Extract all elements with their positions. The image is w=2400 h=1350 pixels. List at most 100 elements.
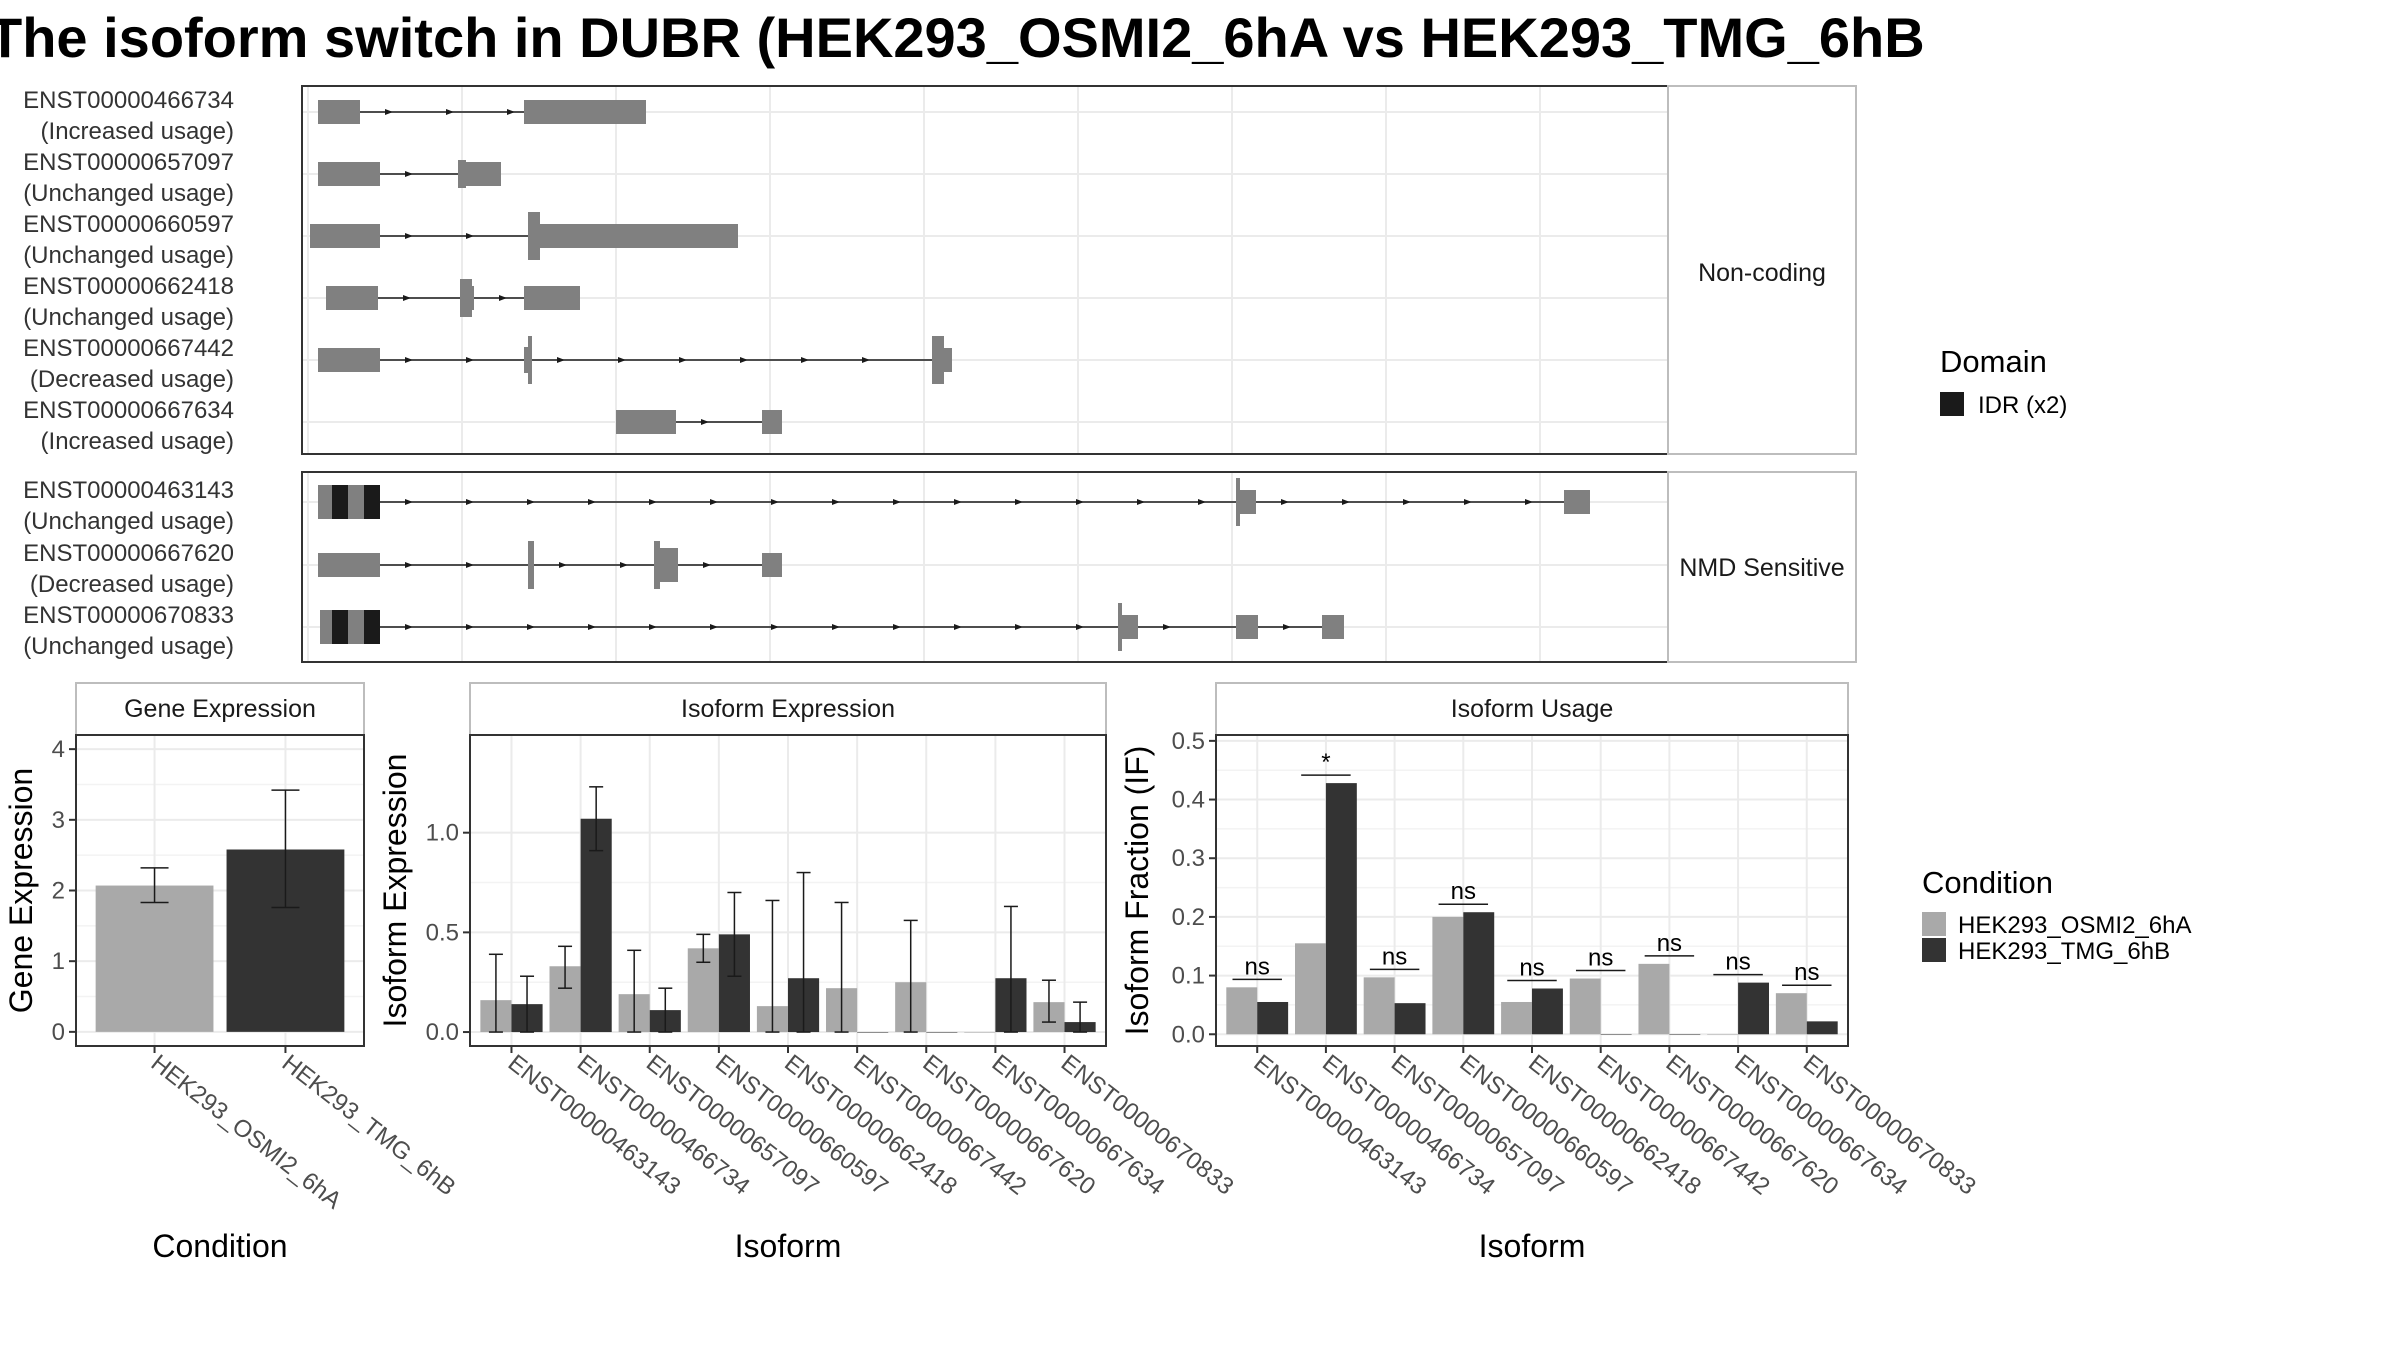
transcript-direction-arrow — [832, 499, 840, 505]
exon-block — [318, 348, 380, 372]
transcript-direction-arrow — [649, 624, 657, 630]
x-axis-title: Isoform — [735, 1228, 842, 1264]
transcript-direction-arrow — [832, 624, 840, 630]
data-bar — [1707, 1034, 1739, 1035]
transcript-direction-arrow — [893, 499, 901, 505]
transcript-direction-arrow — [588, 624, 596, 630]
significance-label: ns — [1588, 945, 1613, 972]
transcript-direction-arrow — [527, 624, 535, 630]
transcript-direction-arrow — [710, 624, 718, 630]
significance-label: ns — [1451, 878, 1476, 905]
transcript-direction-arrow — [679, 357, 687, 363]
transcript-usage-label: (Unchanged usage) — [23, 633, 234, 660]
x-axis-title: Condition — [152, 1228, 287, 1264]
transcript-direction-arrow — [1281, 499, 1289, 505]
transcript-direction-arrow — [1525, 499, 1533, 505]
exon-block — [463, 162, 501, 186]
exon-block — [654, 541, 660, 589]
exon-block — [1236, 615, 1258, 639]
significance-label: ns — [1245, 953, 1270, 980]
transcript-direction-arrow — [801, 357, 809, 363]
transcript-direction-arrow — [405, 624, 413, 630]
data-bar — [1363, 977, 1395, 1035]
exon-block — [528, 336, 532, 384]
isoform-usage-chart: Isoform Usage 0.0 0.1 0.2 0.3 0.4 0.5 ns * ns ns ns… — [1119, 682, 1981, 1264]
transcript-direction-arrow — [1198, 499, 1206, 505]
facet-label-noncoding: Non-coding — [1698, 259, 1826, 287]
exon-block — [538, 224, 738, 248]
idr-domain-block — [364, 485, 380, 519]
transcript-usage-label: (Unchanged usage) — [23, 180, 234, 207]
data-bar — [95, 885, 214, 1032]
idr-domain-block — [332, 485, 348, 519]
exon-block — [310, 224, 380, 248]
y-tick-label: 0.0 — [1172, 1021, 1205, 1048]
y-tick-label: 2 — [52, 878, 65, 905]
exon-block — [318, 162, 380, 186]
transcript-direction-arrow — [1137, 499, 1145, 505]
exon-block — [528, 212, 540, 260]
data-bar — [1257, 1001, 1289, 1035]
exon-block — [1118, 603, 1122, 651]
exon-block — [528, 541, 534, 589]
data-bar — [1432, 916, 1464, 1035]
transcript-direction-arrow — [466, 357, 474, 363]
condition-legend-label-a: HEK293_OSMI2_6hA — [1958, 912, 2191, 939]
data-bar — [1394, 1003, 1426, 1035]
facet-strip-nmd — [1667, 471, 1857, 663]
facet-label-nmd-sensitive: NMD Sensitive — [1679, 554, 1844, 582]
exon-block — [326, 286, 378, 310]
isoform-expression-chart: Isoform Expression0.00.51.0ENST000004631… — [377, 682, 1239, 1264]
transcript-direction-arrow — [954, 624, 962, 630]
exon-block — [318, 100, 360, 124]
transcript-id-label: ENST00000662418 — [23, 273, 234, 300]
y-tick-label: 3 — [52, 807, 65, 834]
transcript-direction-arrow — [771, 499, 779, 505]
transcript-direction-arrow — [499, 295, 507, 301]
transcript-direction-arrow — [466, 624, 474, 630]
data-bar — [1325, 783, 1357, 1035]
significance-label: * — [1321, 749, 1330, 776]
data-bar — [1569, 978, 1601, 1035]
transcript-direction-arrow — [620, 562, 628, 568]
exon-block — [1236, 478, 1240, 526]
y-tick-label: 0 — [52, 1019, 65, 1046]
transcript-direction-arrow — [1015, 624, 1023, 630]
data-bar — [1669, 1034, 1701, 1035]
chart-title: Gene Expression — [124, 695, 316, 723]
transcript-direction-arrow — [1283, 624, 1291, 630]
y-tick-label: 0.1 — [1172, 963, 1205, 990]
transcript-direction-arrow — [1464, 499, 1472, 505]
transcript-direction-arrow — [1163, 624, 1171, 630]
transcript-direction-arrow — [618, 357, 626, 363]
condition-legend-title: Condition — [1922, 865, 2053, 900]
transcript-usage-label: (Decreased usage) — [30, 366, 234, 393]
domain-legend: Domain IDR (x2) — [1940, 344, 2067, 419]
transcript-id-label: ENST00000667620 — [23, 540, 234, 567]
transcript-direction-arrow — [1342, 499, 1350, 505]
exon-block — [1564, 490, 1590, 514]
transcript-direction-arrow — [588, 499, 596, 505]
chart-title: Isoform Usage — [1451, 695, 1614, 723]
transcript-usage-label: (Increased usage) — [41, 428, 234, 455]
transcript-direction-arrow — [385, 109, 393, 115]
significance-label: ns — [1519, 954, 1544, 981]
data-bar — [1501, 1001, 1532, 1035]
transcript-direction-arrow — [1403, 499, 1411, 505]
y-tick-label: 0.4 — [1172, 787, 1205, 814]
transcript-direction-arrow — [893, 624, 901, 630]
transcript-direction-arrow — [405, 233, 413, 239]
data-bar — [580, 818, 612, 1033]
transcript-id-label: ENST00000667442 — [23, 335, 234, 362]
exon-block — [616, 410, 676, 434]
transcript-usage-label: (Unchanged usage) — [23, 304, 234, 331]
domain-legend-label: IDR (x2) — [1978, 392, 2067, 419]
exon-block — [762, 410, 782, 434]
transcript-direction-arrow — [771, 624, 779, 630]
significance-label: ns — [1657, 930, 1682, 957]
transcript-direction-arrow — [466, 233, 474, 239]
transcript-direction-arrow — [403, 295, 411, 301]
significance-label: ns — [1382, 943, 1407, 970]
exon-block — [458, 160, 466, 188]
